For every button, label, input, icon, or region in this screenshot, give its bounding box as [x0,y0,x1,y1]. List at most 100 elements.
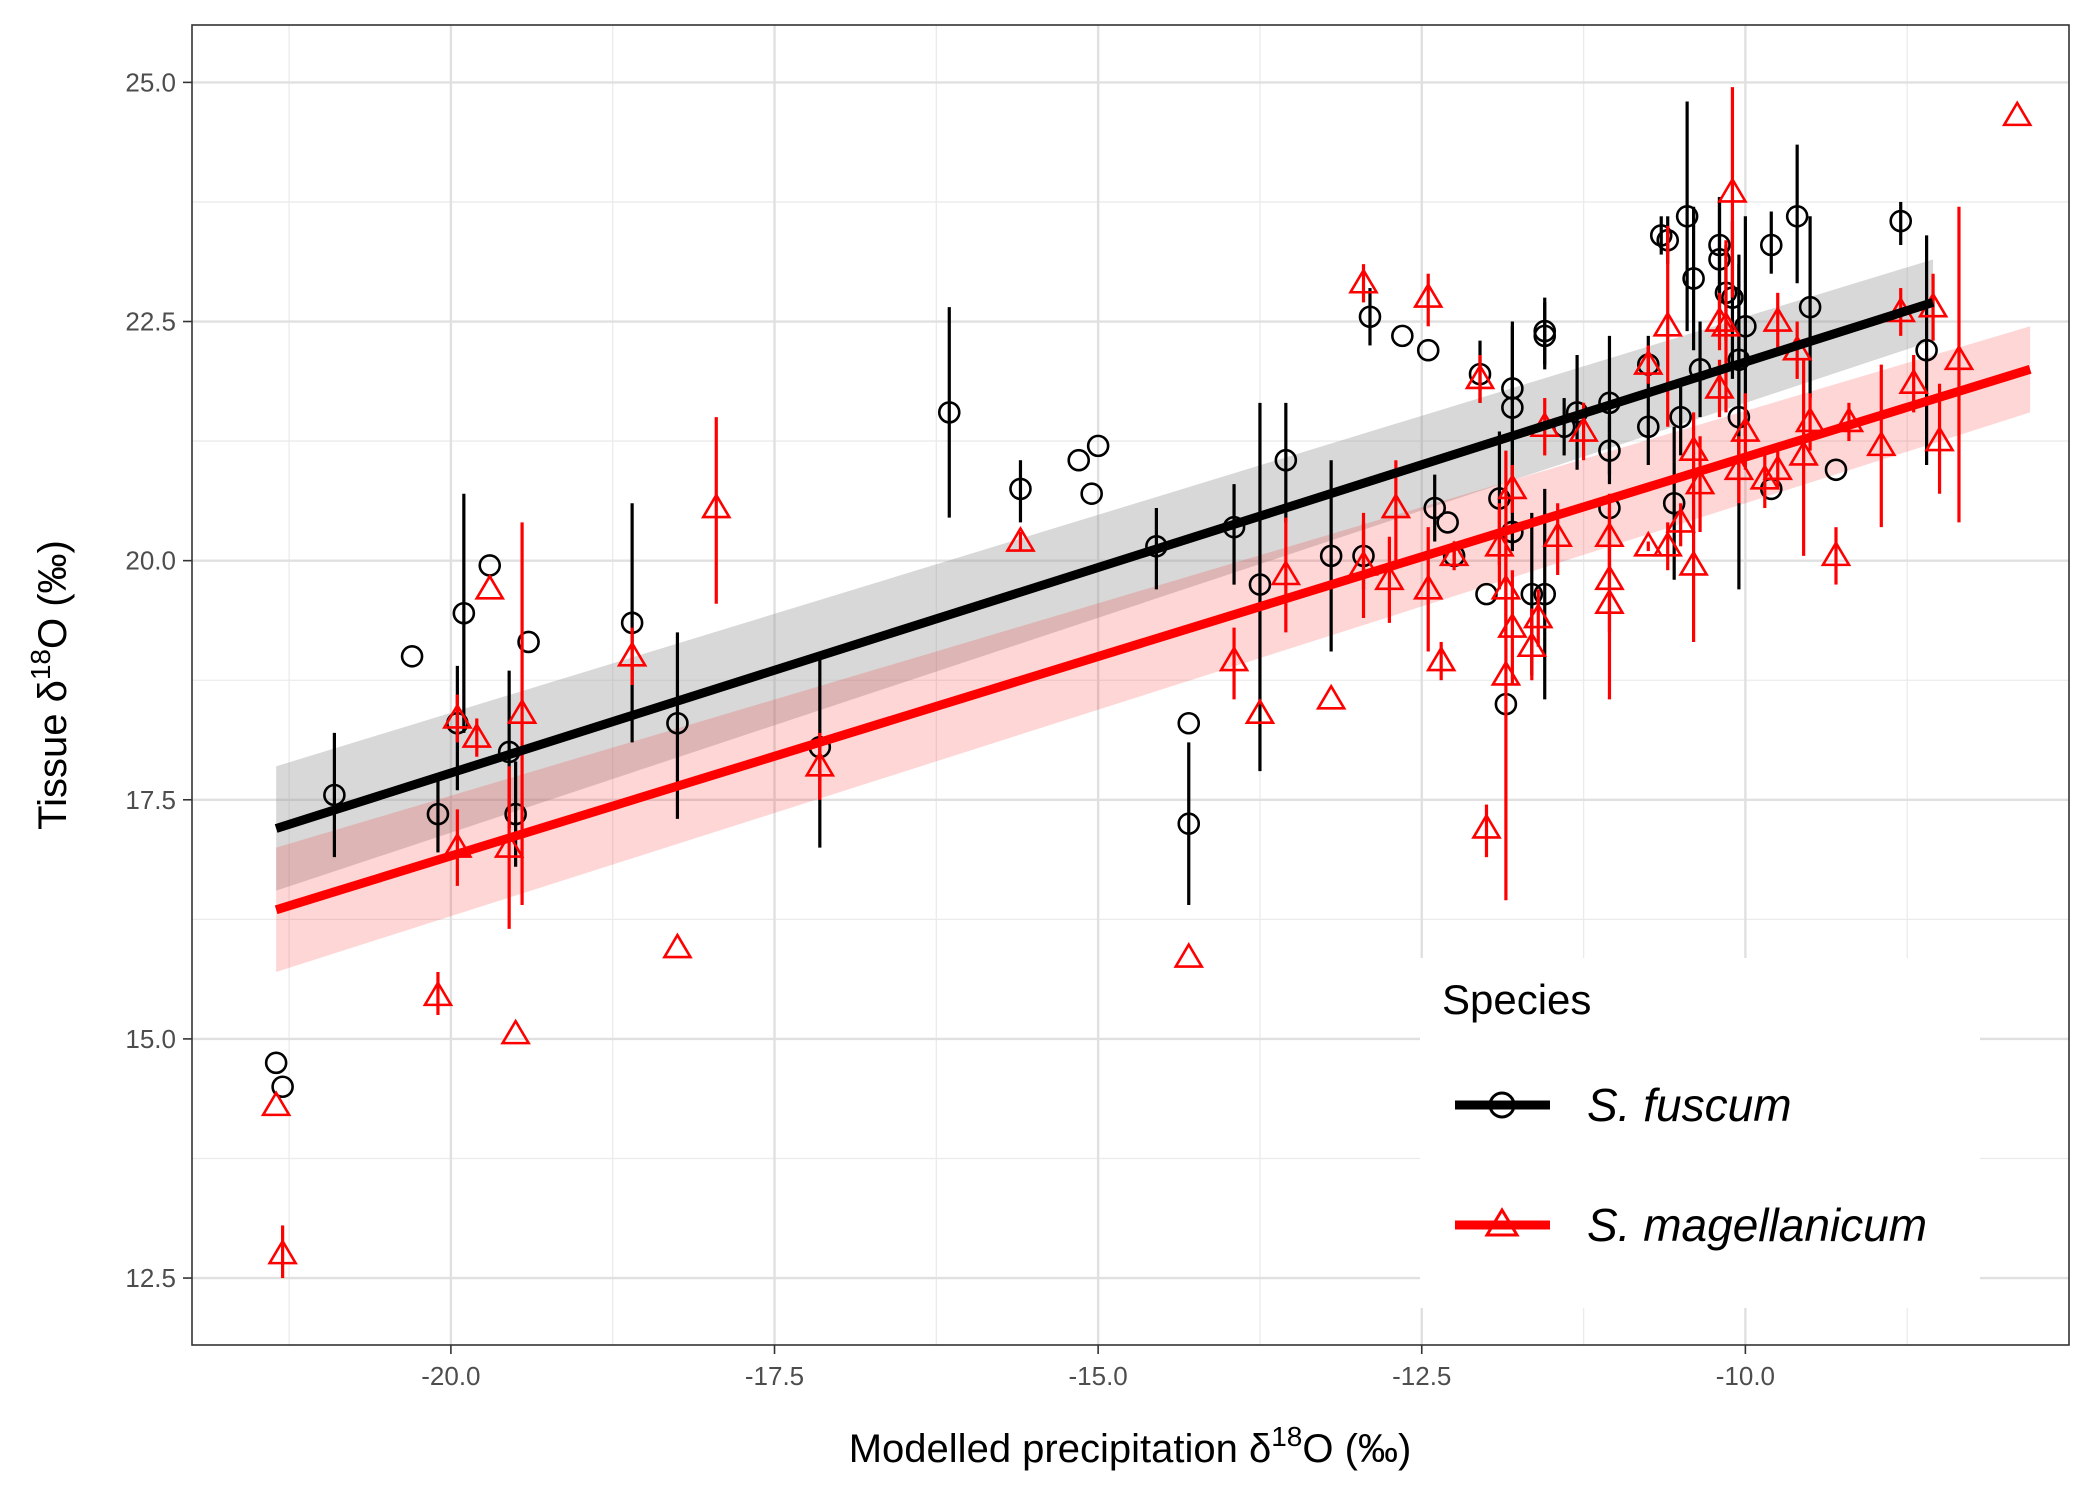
data-point-triangle [260,1090,292,1117]
x-tick-label: -12.5 [1392,1361,1451,1391]
data-point-triangle [1665,506,1696,533]
data-point-triangle [1244,698,1276,724]
data-point-circle [1177,711,1201,735]
data-point-triangle [1497,612,1528,638]
series-points-magellanicum [260,87,2033,1279]
y-tick-label: 20.0 [125,546,176,576]
legend: Species S. fuscum S. magellanicum [1420,958,1980,1308]
data-point-triangle [1315,683,1347,710]
data-point-triangle [1568,415,1599,442]
fit-line-magellanicum [274,365,2032,915]
data-point-circle [1662,491,1686,515]
data-point-triangle [1678,549,1709,576]
data-point-triangle [1710,310,1742,337]
data-point-circle [517,630,540,654]
data-point-triangle [1380,492,1412,519]
data-point-circle [400,645,424,668]
legend-background [1420,958,1980,1308]
data-point-circle [1358,305,1382,329]
data-point-triangle [1464,363,1496,390]
data-point-circle [1416,338,1440,362]
data-point-triangle [1820,540,1852,567]
data-point-triangle [616,640,648,667]
data-point-triangle [1794,406,1826,433]
data-point-circle [1067,448,1091,472]
data-point-circle [1319,544,1343,568]
data-point-triangle [1749,463,1781,490]
panel-border [191,24,2070,1346]
data-point-circle [1734,315,1757,338]
data-point-circle [1636,415,1660,439]
y-tick-label: 25.0 [125,67,176,97]
x-tick-label: -17.5 [745,1361,804,1391]
data-point-triangle [1684,468,1716,495]
data-point-triangle [1594,521,1625,548]
data-point-circle [1682,267,1705,290]
data-point-triangle [267,1238,298,1265]
data-point-circle [1798,295,1822,319]
data-point-triangle [442,702,473,729]
data-point-triangle [506,698,538,724]
data-point-triangle [1348,267,1379,294]
data-point-triangle [1652,310,1683,337]
axis-ticks: -20.0 -17.5 -15.0 -12.5 -10.0 12.5 15.0 17.5 20.… [125,67,1775,1391]
data-point-circle [1824,458,1848,482]
data-point-circle [1889,209,1913,233]
data-point-triangle [1943,344,1975,371]
y-tick-label: 15.0 [125,1024,176,1054]
y-axis-title: Tissue δ18O (‰) [25,540,75,830]
data-point-circle [1533,582,1557,606]
confidence-ribbons [276,259,2031,972]
data-point-circle [1501,396,1524,419]
data-point-circle [1669,405,1692,429]
data-point-triangle [1898,368,1929,394]
data-point-triangle [1412,282,1444,308]
data-point-triangle [1594,564,1625,591]
data-point-triangle [474,573,506,600]
x-axis-title: Modelled precipitation δ18O (‰) [849,1421,1412,1471]
data-point-triangle [2001,100,2033,127]
data-point-circle [1009,477,1032,501]
legend-key-circle-fuscum [1488,1091,1516,1119]
data-point-circle [264,1051,288,1075]
data-point-triangle [1218,645,1250,672]
confidence-ribbon-fuscum [276,259,1934,891]
legend-label-magellanicum: S. magellanicum [1587,1199,1927,1251]
x-tick-label: -15.0 [1069,1361,1128,1391]
y-tick-label: 17.5 [125,785,176,815]
grid [192,25,2069,1345]
x-tick-label: -20.0 [421,1361,480,1391]
y-tick-label: 22.5 [125,307,176,337]
data-point-circle [1080,482,1103,505]
data-point-triangle [500,1018,531,1045]
series-points-fuscum [264,101,1938,1099]
data-point-circle [452,601,476,625]
data-point-triangle [1762,454,1794,481]
x-tick-label: -10.0 [1716,1361,1775,1391]
data-point-triangle [662,932,693,959]
data-point-circle [1708,248,1731,271]
data-point-circle [1248,573,1272,596]
data-point-triangle [1005,525,1036,552]
data-point-circle [1391,324,1414,348]
fit-line-fuscum [274,298,1935,833]
data-point-triangle [1788,439,1819,466]
data-point-circle [1759,233,1783,257]
data-point-triangle [804,750,836,777]
data-point-triangle [700,492,732,519]
data-point-circle [426,802,450,826]
data-point-circle [1533,324,1557,348]
data-point-triangle [1633,530,1664,557]
data-point-circle [1915,338,1938,362]
data-point-circle [504,802,527,826]
data-point-triangle [1717,176,1748,203]
data-point-triangle [1412,573,1444,600]
data-point-triangle [1374,564,1405,591]
data-point-circle [1675,205,1699,228]
data-point-circle [1423,496,1447,520]
data-point-triangle [1652,530,1683,557]
data-point-circle [1785,205,1809,228]
data-point-triangle [1762,305,1794,332]
data-point-triangle [1438,540,1470,567]
